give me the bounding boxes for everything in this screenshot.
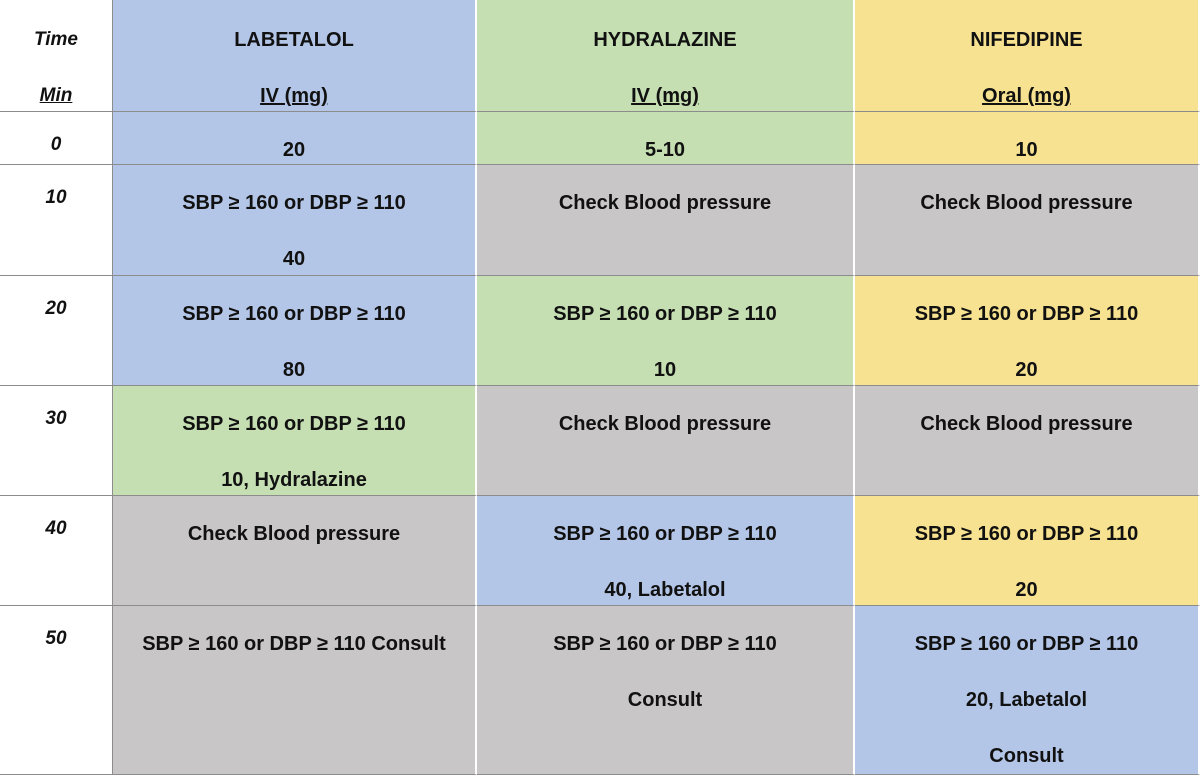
dose-cell: SBP ≥ 160 or DBP ≥ 110 40 xyxy=(113,165,477,276)
cell-text: 10, Hydralazine xyxy=(221,469,367,491)
cell-text: SBP ≥ 160 or DBP ≥ 110 xyxy=(182,192,406,214)
dose-cell: SBP ≥ 160 or DBP ≥ 110 20 xyxy=(855,276,1200,386)
dose-cell: Check Blood pressure xyxy=(855,386,1200,496)
cell-text: IV (mg) xyxy=(260,85,328,107)
dose-cell: 20 xyxy=(113,112,477,165)
cell-text: Consult xyxy=(989,745,1064,767)
cell-text: SBP ≥ 160 or DBP ≥ 110 xyxy=(914,523,1139,545)
dose-cell: SBP ≥ 160 or DBP ≥ 110 Consult xyxy=(477,606,855,775)
cell-text: Check Blood pressure xyxy=(920,413,1133,435)
cell-text: 20 xyxy=(282,139,306,161)
cell-text: 40 xyxy=(45,518,67,539)
cell-text: 50 xyxy=(45,628,67,649)
cell-text: Min xyxy=(39,85,73,106)
time-cell: 0 xyxy=(0,112,113,165)
time-cell: 40 xyxy=(0,496,113,606)
cell-text: 10 xyxy=(653,359,677,381)
dose-cell: Check Blood pressure xyxy=(477,165,855,276)
cell-text: 30 xyxy=(45,408,67,429)
cell-text: 0 xyxy=(50,134,62,155)
cell-text: 10 xyxy=(45,187,67,208)
dose-cell: Check Blood pressure xyxy=(855,165,1200,276)
cell-text: 40 xyxy=(282,248,306,270)
cell-text: SBP ≥ 160 or DBP ≥ 110 xyxy=(182,303,406,325)
dose-cell: Check Blood pressure xyxy=(477,386,855,496)
cell-text: 20 xyxy=(1015,359,1038,381)
cell-text: 40, Labetalol xyxy=(604,579,726,601)
cell-text: Check Blood pressure xyxy=(187,523,401,545)
cell-text: 20, Labetalol xyxy=(965,689,1088,711)
cell-text: 20 xyxy=(45,298,67,319)
dose-cell: SBP ≥ 160 or DBP ≥ 110 10 xyxy=(477,276,855,386)
cell-text: SBP ≥ 160 or DBP ≥ 110 xyxy=(914,303,1139,325)
cell-text: IV (mg) xyxy=(631,85,699,107)
cell-text: SBP ≥ 160 or DBP ≥ 110 Consult xyxy=(142,633,446,655)
header-cell: HYDRALAZINE IV (mg) xyxy=(477,0,855,112)
cell-text: NIFEDIPINE xyxy=(970,29,1083,51)
dose-cell: SBP ≥ 160 or DBP ≥ 110 80 xyxy=(113,276,477,386)
dose-cell: SBP ≥ 160 or DBP ≥ 110 20, Labetalol Consu… xyxy=(855,606,1200,775)
cell-text: Check Blood pressure xyxy=(558,192,772,214)
header-cell: Time Min xyxy=(0,0,113,112)
cell-text: Consult xyxy=(627,689,703,711)
cell-text: 5-10 xyxy=(644,139,686,161)
time-cell: 20 xyxy=(0,276,113,386)
time-cell: 30 xyxy=(0,386,113,496)
dose-cell: SBP ≥ 160 or DBP ≥ 110 10, Hydralazine xyxy=(113,386,477,496)
dose-cell: SBP ≥ 160 or DBP ≥ 110 Consult xyxy=(113,606,477,775)
cell-text: SBP ≥ 160 or DBP ≥ 110 xyxy=(182,413,406,435)
dose-cell: SBP ≥ 160 or DBP ≥ 110 20 xyxy=(855,496,1200,606)
cell-text: SBP ≥ 160 or DBP ≥ 110 xyxy=(553,303,777,325)
cell-text: SBP ≥ 160 or DBP ≥ 110 xyxy=(553,523,777,545)
dose-cell: 10 xyxy=(855,112,1200,165)
cell-text: Check Blood pressure xyxy=(558,413,772,435)
cell-text: 80 xyxy=(282,359,306,381)
dose-cell: 5-10 xyxy=(477,112,855,165)
cell-text: LABETALOL xyxy=(234,29,354,51)
cell-text: Check Blood pressure xyxy=(920,192,1133,214)
dose-cell: SBP ≥ 160 or DBP ≥ 110 40, Labetalol xyxy=(477,496,855,606)
header-cell: LABETALOL IV (mg) xyxy=(113,0,477,112)
dose-cell: Check Blood pressure xyxy=(113,496,477,606)
cell-text: SBP ≥ 160 or DBP ≥ 110 xyxy=(553,633,777,655)
cell-text: Time xyxy=(33,29,78,50)
cell-text: SBP ≥ 160 or DBP ≥ 110 xyxy=(914,633,1139,655)
header-cell: NIFEDIPINE Oral (mg) xyxy=(855,0,1200,112)
cell-text: 10 xyxy=(1015,139,1038,161)
cell-text: 20 xyxy=(1015,579,1038,601)
time-cell: 10 xyxy=(0,165,113,276)
cell-text: HYDRALAZINE xyxy=(593,29,737,51)
cell-text: Oral (mg) xyxy=(982,85,1071,107)
time-cell: 50 xyxy=(0,606,113,775)
